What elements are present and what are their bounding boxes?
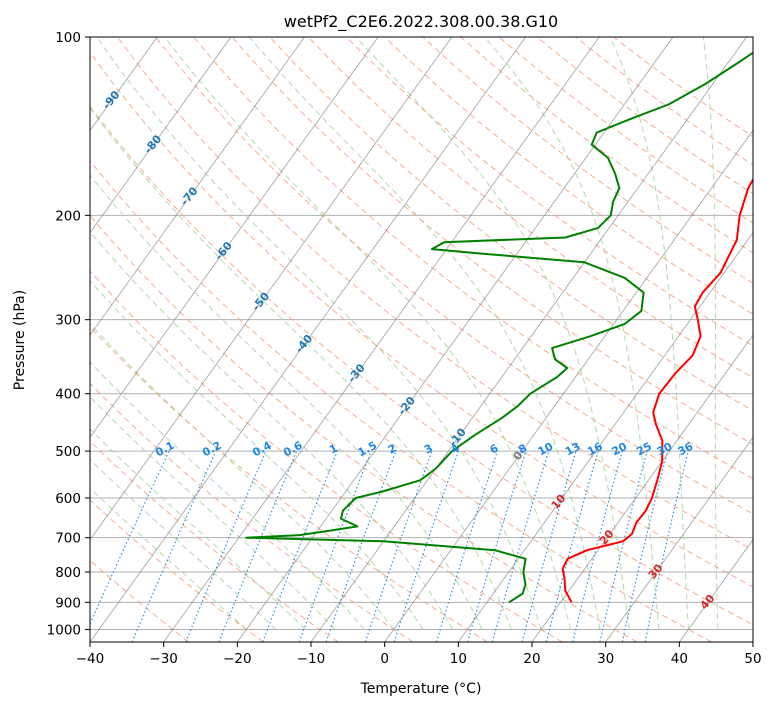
mixing-ratio-label: 16 (585, 440, 605, 459)
dry-adiabat-line (422, 37, 753, 284)
dry-adiabat-line (90, 51, 753, 588)
dewpoint-profile (245, 51, 753, 604)
isotherm-line (90, 37, 453, 541)
dry-adiabat-line (90, 499, 264, 642)
isotherm-line (531, 334, 753, 642)
moist-adiabat-line (96, 37, 542, 630)
mixing-ratio-line (262, 450, 338, 642)
isotherm-line (458, 232, 753, 642)
x-tick-label: −10 (297, 651, 326, 667)
moist-adiabat-line (90, 322, 395, 630)
y-tick-label: 800 (55, 565, 81, 581)
y-tick-label: 500 (55, 444, 81, 460)
isotherm-line (90, 37, 232, 234)
moist-adiabat-line (90, 231, 454, 630)
moist-adiabat-line (609, 37, 689, 630)
mixing-ratio-label: 36 (676, 440, 696, 459)
y-axis: 100 200 300 400 500 600 700 800 900 1000 (47, 30, 90, 638)
moist-adiabat-line (702, 37, 719, 630)
moist-adiabat-line (248, 37, 601, 630)
mixing-ratio-line (185, 450, 267, 642)
y-axis-title: Pressure (hPa) (12, 290, 28, 390)
moist-adiabat-line (90, 396, 336, 630)
mixing-ratio-line (435, 450, 498, 642)
isotherm-line (605, 436, 753, 642)
mixing-ratio-line (572, 450, 623, 642)
isotherm-line (679, 539, 753, 642)
x-tick-label: 40 (671, 651, 688, 667)
x-tick-label: 30 (597, 651, 614, 667)
chart-title: wetPf2_C2E6.2022.308.00.38.G10 (284, 12, 558, 32)
dry-adiabat-line (90, 326, 488, 642)
dry-adiabat-line (90, 105, 753, 626)
y-tick-label: 1000 (47, 622, 81, 638)
x-tick-label: −20 (223, 651, 252, 667)
mixing-ratio-line (621, 450, 669, 642)
y-tick-label: 100 (55, 30, 81, 46)
dry-adiabat-line (155, 37, 753, 515)
plot-frame (89, 36, 754, 643)
mixing-ratio-label: 10 (536, 440, 556, 459)
y-tick-label: 600 (55, 491, 81, 507)
y-tick-label: 300 (55, 313, 81, 329)
x-tick-label: −30 (149, 651, 178, 667)
moist-adiabat-line (90, 487, 247, 630)
profile-series (245, 51, 753, 604)
mixing-ratio-line (298, 450, 372, 642)
dry-adiabat-line (90, 160, 712, 642)
mixing-ratio-label: 20 (610, 440, 630, 459)
mixing-ratio-label: 30 (655, 440, 675, 459)
y-tick-label: 400 (55, 387, 81, 403)
x-tick-label: 20 (523, 651, 540, 667)
dry-adiabat-line (269, 37, 753, 412)
moist-adiabat-line (90, 280, 424, 630)
isotherm-line (384, 129, 753, 642)
dry-adiabat-line (231, 37, 753, 445)
x-tick-label: 0 (380, 651, 389, 667)
mixing-ratio-line (325, 450, 397, 642)
mixing-ratio-line (466, 450, 527, 642)
plot-area: 0.10.20.40.611.52346810131620253036-100-… (90, 37, 753, 642)
isotherm-line (237, 37, 674, 642)
mixing-ratio-label: 13 (563, 440, 583, 459)
mixing-ratio-label: 25 (634, 440, 654, 459)
mixing-ratio-line (644, 450, 689, 642)
dry-adiabats (90, 37, 753, 642)
y-tick-label: 700 (55, 531, 81, 547)
y-tick-label: 200 (55, 208, 81, 224)
dry-adiabat-line (90, 214, 638, 642)
x-tick-label: 50 (744, 651, 761, 667)
dry-adiabat-line (193, 37, 753, 480)
x-tick-label: 10 (450, 651, 467, 667)
mixing-ratio-line (218, 450, 298, 642)
mixing-ratio-line (599, 450, 648, 642)
moist-adiabat-line (355, 37, 630, 630)
y-tick-label: 900 (55, 595, 81, 611)
mixing-ratio-line (521, 450, 577, 642)
isotherm-line (163, 37, 600, 642)
moist-adiabat-line (164, 37, 571, 630)
dry-adiabat-line (90, 270, 563, 642)
isotherm-line (90, 37, 305, 336)
x-axis: −40 −30 −20 −10 0 10 20 30 40 50 (76, 642, 762, 667)
x-tick-label: −40 (76, 651, 105, 667)
moist-adiabat-line (90, 174, 483, 630)
isotherm-line (90, 37, 379, 439)
dry-adiabat-line (384, 37, 753, 315)
x-axis-title: Temperature (°C) (360, 681, 482, 697)
isopleth-labels: 0.10.20.40.611.52346810131620253036-100-… (100, 88, 718, 612)
moist-adiabat-line (90, 107, 513, 630)
temperature-profile (561, 177, 753, 603)
moist-adiabat-line (90, 458, 277, 630)
isotherm-line (90, 37, 526, 642)
mixing-ratio-line (364, 450, 433, 642)
mixing-ratio-line (545, 450, 599, 642)
